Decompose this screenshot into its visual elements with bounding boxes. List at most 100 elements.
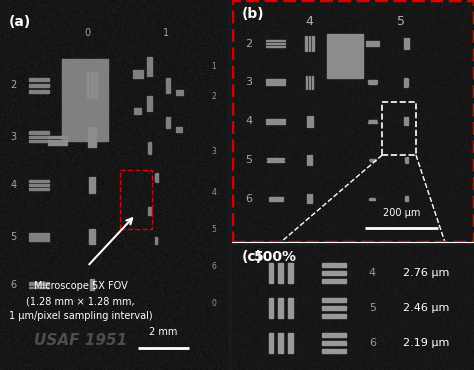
Bar <box>176 127 182 128</box>
Bar <box>90 279 91 290</box>
Bar <box>266 80 285 81</box>
Bar <box>406 117 407 125</box>
Bar <box>135 110 141 112</box>
Bar <box>266 119 285 120</box>
Text: 5: 5 <box>369 303 376 313</box>
Bar <box>133 76 143 78</box>
Bar <box>167 117 168 128</box>
Text: 2: 2 <box>246 38 253 48</box>
Bar <box>266 84 285 85</box>
Bar <box>306 76 308 89</box>
Bar <box>406 78 407 87</box>
Bar <box>278 298 283 318</box>
Bar <box>278 333 283 353</box>
Bar <box>288 298 293 318</box>
Bar <box>29 90 49 92</box>
Text: 3: 3 <box>246 77 253 87</box>
Bar <box>267 158 284 159</box>
Bar <box>149 142 150 154</box>
Bar <box>266 46 285 47</box>
Bar <box>366 41 379 42</box>
Bar <box>176 131 182 132</box>
Bar <box>406 196 407 201</box>
Bar <box>267 161 284 162</box>
Text: Microscope 5X FOV
(1.28 mm × 1.28 mm,
1 μm/pixel sampling interval): Microscope 5X FOV (1.28 mm × 1.28 mm, 1 … <box>9 281 152 321</box>
Text: 3: 3 <box>211 147 216 156</box>
Bar <box>307 155 308 165</box>
Bar <box>309 116 310 127</box>
Text: (c): (c) <box>242 250 263 264</box>
Bar <box>167 78 168 92</box>
Bar <box>368 80 377 81</box>
Bar <box>404 38 405 49</box>
Bar <box>322 306 346 310</box>
Bar <box>322 349 346 353</box>
Bar <box>29 236 49 238</box>
Bar <box>135 108 141 109</box>
Bar <box>268 198 283 199</box>
Bar <box>29 286 49 288</box>
Bar <box>29 188 49 189</box>
Bar <box>322 341 346 345</box>
Bar <box>94 127 96 147</box>
Text: 3: 3 <box>11 132 17 142</box>
Bar <box>29 78 49 81</box>
Bar <box>268 298 273 318</box>
Bar <box>149 96 150 111</box>
Bar <box>93 279 94 290</box>
Text: 500%: 500% <box>254 250 297 264</box>
Bar <box>309 155 310 165</box>
Bar <box>311 155 312 165</box>
Bar <box>29 233 49 235</box>
Bar <box>176 129 182 130</box>
Bar <box>29 184 49 186</box>
Bar <box>91 279 92 290</box>
Text: 6: 6 <box>246 194 253 204</box>
Bar <box>407 117 408 125</box>
Text: 2: 2 <box>211 92 216 101</box>
Bar <box>267 159 284 160</box>
Bar <box>119 170 152 229</box>
Bar <box>322 279 346 283</box>
Bar <box>169 78 170 92</box>
Bar <box>62 59 108 141</box>
Bar <box>268 200 283 201</box>
Bar <box>406 157 407 163</box>
Bar <box>29 140 49 142</box>
Bar <box>266 40 285 41</box>
Bar <box>288 263 293 283</box>
Bar <box>169 117 170 128</box>
Text: 4: 4 <box>11 180 17 190</box>
Bar <box>176 94 183 95</box>
Text: 0: 0 <box>211 299 216 308</box>
Bar <box>149 57 150 76</box>
Bar <box>307 116 308 127</box>
Bar <box>322 263 346 268</box>
Bar <box>311 116 313 127</box>
Text: 2.19 μm: 2.19 μm <box>403 338 450 348</box>
Bar <box>89 177 90 193</box>
Bar <box>91 229 92 244</box>
Bar <box>91 72 93 98</box>
Bar <box>366 45 379 46</box>
Bar <box>87 72 89 98</box>
Text: (b): (b) <box>242 7 264 21</box>
Bar <box>150 142 151 154</box>
Bar <box>366 43 379 44</box>
Bar <box>288 333 293 353</box>
Bar <box>146 57 148 76</box>
Bar <box>309 195 310 203</box>
Text: (a): (a) <box>9 15 31 29</box>
Bar <box>278 263 283 283</box>
Text: 5: 5 <box>246 155 253 165</box>
Bar <box>312 76 313 89</box>
Bar <box>133 73 143 75</box>
Bar <box>382 102 416 155</box>
Bar <box>327 34 363 78</box>
Bar <box>29 181 49 182</box>
Text: 2.46 μm: 2.46 μm <box>403 303 450 313</box>
Text: 2 mm: 2 mm <box>149 327 177 337</box>
Bar <box>404 78 405 87</box>
Bar <box>322 314 346 318</box>
Bar <box>29 282 49 283</box>
